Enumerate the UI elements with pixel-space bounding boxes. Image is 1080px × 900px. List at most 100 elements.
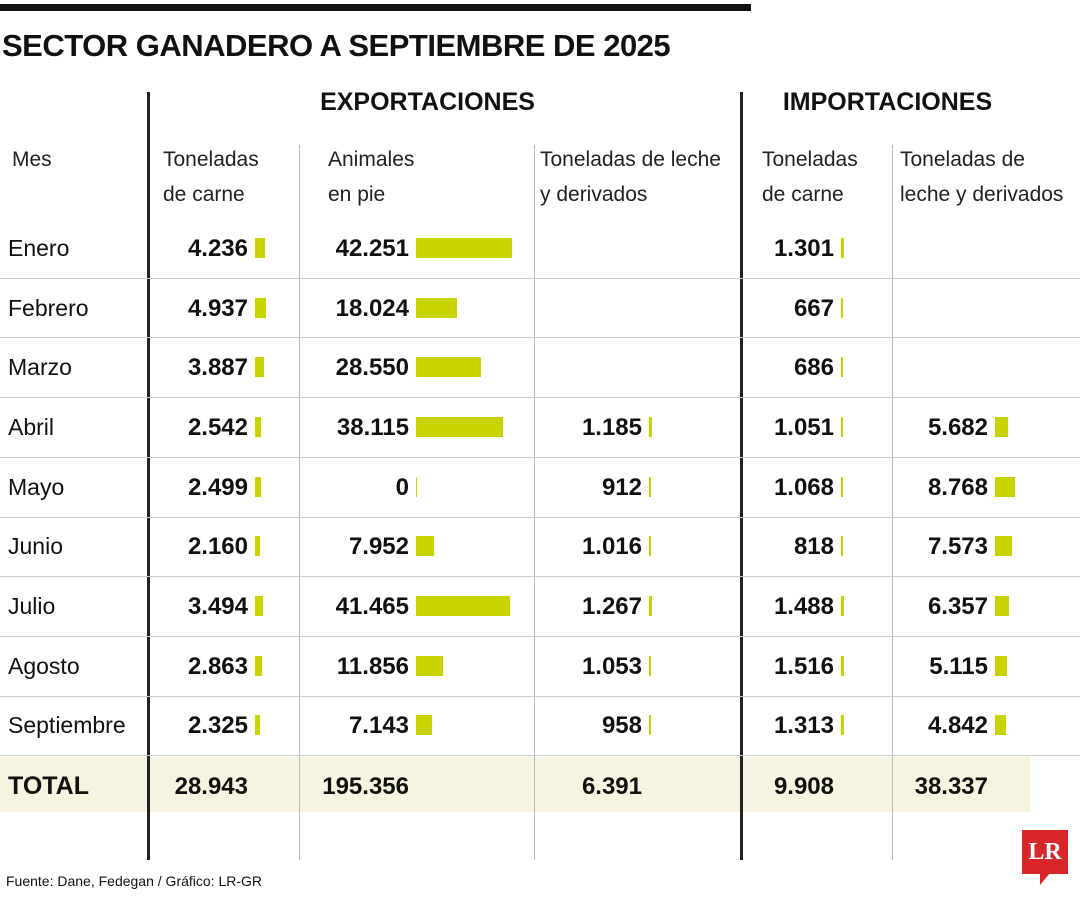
value-label: 667 <box>793 294 834 322</box>
value-label: 6.357 <box>927 593 988 621</box>
total-value: 9.908 <box>773 773 834 800</box>
value-label: 2.160 <box>187 533 248 561</box>
bar <box>995 715 1006 736</box>
total-value: 28.943 <box>174 773 248 800</box>
bar <box>841 596 845 617</box>
bar <box>416 237 512 258</box>
value-label: 28.550 <box>335 354 409 382</box>
bar <box>841 297 843 318</box>
value-label: 7.952 <box>348 533 409 561</box>
value-label: 1.313 <box>773 712 834 740</box>
bar <box>649 655 652 676</box>
value-label: 1.301 <box>773 234 834 262</box>
bar <box>255 655 262 676</box>
bar <box>841 476 844 497</box>
bar <box>255 596 263 617</box>
bar <box>255 416 261 437</box>
bar <box>416 357 481 378</box>
value-label: 1.016 <box>581 533 642 561</box>
row-rule <box>0 635 1080 637</box>
month-label: Marzo <box>8 354 72 381</box>
bar <box>255 357 264 378</box>
value-label: 0 <box>395 473 409 501</box>
value-label: 1.051 <box>773 413 834 441</box>
value-label: 8.768 <box>927 473 988 501</box>
bar <box>255 297 267 318</box>
value-label: 5.682 <box>927 413 988 441</box>
bar <box>841 416 844 437</box>
bar <box>995 536 1013 557</box>
value-label: 38.115 <box>336 413 409 441</box>
total-value: 6.391 <box>581 773 642 800</box>
column-header: Toneladas de carne <box>163 148 259 206</box>
bar <box>416 596 511 617</box>
divider <box>534 145 535 860</box>
value-label: 1.488 <box>773 593 834 621</box>
month-label: Mayo <box>8 473 65 500</box>
month-label: Enero <box>8 234 70 261</box>
value-label: 41.465 <box>335 593 409 621</box>
column-header: Toneladas de leche y derivados <box>900 148 1064 206</box>
source: Fuente: Dane, Fedegan / Gráfico: LR-GR <box>6 873 263 889</box>
column-header: Toneladas de leche y derivados <box>540 148 721 206</box>
bar <box>841 536 843 557</box>
value-label: 2.499 <box>187 473 248 501</box>
value-label: 2.325 <box>187 712 248 740</box>
bar <box>649 536 652 557</box>
total-label: TOTAL <box>8 772 90 800</box>
divider <box>299 145 300 860</box>
divider <box>740 92 743 860</box>
value-label: 7.573 <box>927 533 988 561</box>
bar <box>255 715 261 736</box>
bar <box>416 655 443 676</box>
group-header: EXPORTACIONES <box>320 88 535 116</box>
value-label: 1.185 <box>581 413 642 441</box>
bar <box>416 416 503 437</box>
group-header: IMPORTACIONES <box>782 88 993 116</box>
bar <box>255 536 260 557</box>
divider <box>892 145 893 860</box>
row-header: Mes <box>12 148 52 171</box>
bar <box>416 715 433 736</box>
column-header: Toneladas de carne <box>762 148 858 206</box>
bar <box>841 357 843 378</box>
bar <box>995 655 1007 676</box>
value-label: 3.494 <box>187 593 248 621</box>
month-label: Agosto <box>8 652 80 679</box>
title: SECTOR GANADERO A SEPTIEMBRE DE 2025 <box>2 28 671 63</box>
total-value: 195.356 <box>322 773 409 800</box>
bar <box>416 476 417 497</box>
value-label: 686 <box>793 354 834 382</box>
total-value: 38.337 <box>914 773 988 800</box>
column-header: Animales en pie <box>328 148 415 206</box>
row-rule <box>0 516 1080 518</box>
value-label: 2.863 <box>187 652 248 680</box>
logo: LR <box>1022 830 1068 874</box>
total-band <box>0 757 1030 812</box>
value-label: 1.068 <box>773 473 834 501</box>
value-label: 42.251 <box>335 234 409 262</box>
value-label: 18.024 <box>335 294 409 322</box>
bar <box>649 476 652 497</box>
bar <box>995 416 1008 437</box>
value-label: 1.053 <box>581 652 642 680</box>
bar <box>255 476 261 497</box>
bar <box>649 596 652 617</box>
logo-tail <box>1040 873 1050 885</box>
bar <box>841 237 844 258</box>
value-label: 912 <box>601 473 642 501</box>
month-label: Julio <box>8 593 56 620</box>
value-label: 1.516 <box>773 652 834 680</box>
bar <box>649 416 652 437</box>
bar <box>841 655 845 676</box>
value-label: 958 <box>601 712 642 740</box>
month-label: Febrero <box>8 294 89 321</box>
value-label: 4.236 <box>187 234 248 262</box>
value-label: 5.115 <box>929 652 988 680</box>
value-label: 7.143 <box>348 712 409 740</box>
row-rule <box>0 277 1080 279</box>
row-rule <box>0 337 1080 339</box>
row-rule <box>0 576 1080 578</box>
row-rule <box>0 695 1080 697</box>
